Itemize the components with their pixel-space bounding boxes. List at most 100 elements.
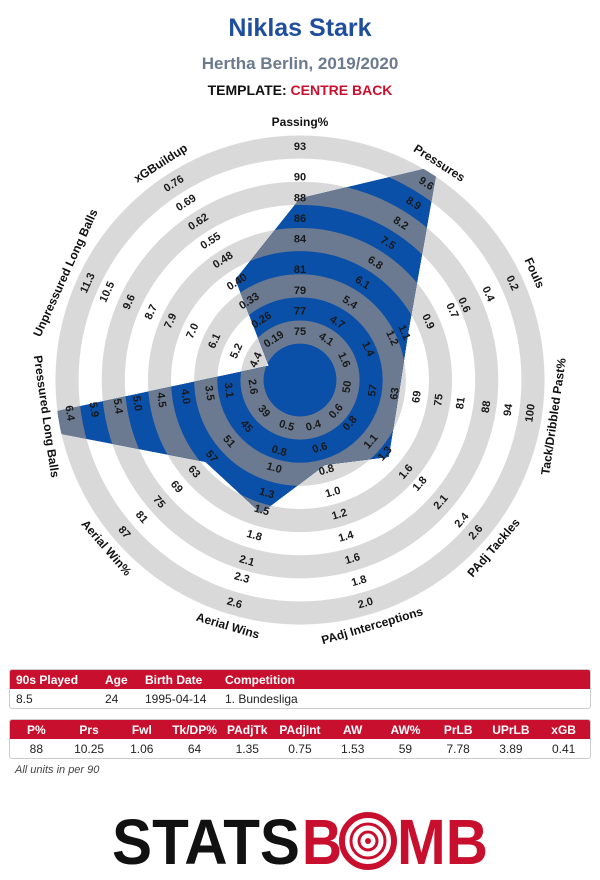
table-header: 90s Played Age Birth Date Competition <box>10 670 590 689</box>
tick-label: 6.1 <box>206 332 223 351</box>
table-row: 8.5 24 1995-04-14 1. Bundesliga <box>10 689 590 708</box>
header-cell: P% <box>27 723 46 737</box>
tick-label: 90 <box>294 172 306 184</box>
cell: 7.78 <box>446 742 470 756</box>
header-cell: Prs <box>79 723 99 737</box>
tick-label: 3.5 <box>202 385 216 402</box>
cell: 1.53 <box>341 742 365 756</box>
cell: 1995-04-14 <box>145 692 207 706</box>
tick-label: 0.8 <box>270 443 288 459</box>
tick-label: 9.6 <box>121 293 138 312</box>
tick-label: 63 <box>388 387 402 401</box>
tick-label: 94 <box>502 402 516 417</box>
tick-label: 0.8 <box>317 462 335 478</box>
tick-label: 2.6 <box>225 596 243 612</box>
tick-label: 84 <box>294 233 307 245</box>
header-cell: PAdjInt <box>279 723 321 737</box>
header-cell: PrLB <box>443 723 473 737</box>
tick-label: 75 <box>432 393 446 407</box>
table-row: 88 10.25 1.06 64 1.35 0.75 1.53 59 7.78 3.89 0.41 <box>10 739 590 758</box>
tick-label: 81 <box>294 264 306 276</box>
cell: 10.25 <box>74 742 105 756</box>
tick-label: 1.1 <box>395 323 412 342</box>
cell: 3.89 <box>499 742 523 756</box>
cell: 0.75 <box>288 742 312 756</box>
tick-label: 1.2 <box>383 329 400 348</box>
tick-label: 93 <box>294 141 306 153</box>
logo-target <box>339 812 397 870</box>
subtitle: Hertha Berlin, 2019/2020 <box>201 54 399 73</box>
tick-label: 5.4 <box>111 398 125 416</box>
tick-label: 77 <box>294 305 306 317</box>
logo-text: MB <box>397 806 488 876</box>
tick-label: 6.4 <box>62 405 76 423</box>
logo-text: STATS <box>112 806 300 876</box>
tick-label: 5.0 <box>130 395 144 412</box>
cell: 1.06 <box>130 742 154 756</box>
template-label: TEMPLATE: <box>207 82 287 98</box>
tick-label: 1.5 <box>253 503 271 519</box>
table-header: P% Prs Fwl Tk/DP% PAdjTk PAdjInt AW AW% PrLB UPrL… <box>10 720 590 739</box>
tick-label: 0.5 <box>277 418 295 434</box>
stats-table: P% Prs Fwl Tk/DP% PAdjTk PAdjInt AW AW% PrLB UPrL… <box>9 719 591 759</box>
header-cell: AW <box>343 723 363 737</box>
footnote: All units in per 90 <box>15 764 100 776</box>
header-cell: xGB <box>551 723 576 737</box>
tick-label: 1.4 <box>337 529 356 545</box>
tick-label: 2.0 <box>357 596 375 612</box>
header-cell: PAdjTk <box>227 723 268 737</box>
header-cell: 90s Played <box>16 673 79 687</box>
radar-chart: 757779818486889093Passing%4.14.75.46.16.… <box>30 115 569 647</box>
cell: 24 <box>105 692 119 706</box>
tick-label: 7.9 <box>162 312 179 331</box>
header-cell: Age <box>105 673 128 687</box>
header-cell: Fwl <box>131 723 152 737</box>
tick-label: 88 <box>480 400 494 414</box>
tick-label: 0.2 <box>503 274 520 293</box>
tick-label: 1.0 <box>324 485 342 501</box>
tick-label: 100 <box>523 403 537 423</box>
tick-label: 1.8 <box>350 573 368 589</box>
tick-label: 1.2 <box>331 507 349 523</box>
template: TEMPLATE: CENTRE BACK <box>0 82 600 98</box>
tick-label: 2.6 <box>246 378 260 395</box>
tick-label: 1.6 <box>344 551 362 567</box>
cell: 59 <box>398 742 413 756</box>
tick-label: 50 <box>341 380 355 394</box>
tick-label: 0.7 <box>443 301 460 320</box>
tick-label: 0.4 <box>304 418 323 434</box>
tick-label: 81 <box>454 396 468 410</box>
tick-label: 8.7 <box>143 303 160 322</box>
tick-label: 2.1 <box>238 553 256 569</box>
tick-label: 79 <box>294 285 306 297</box>
header-cell: UPrLB <box>492 723 530 737</box>
axis-label: Passing% <box>272 115 329 129</box>
tick-label: 1.3 <box>258 486 276 502</box>
tick-label: 3.1 <box>221 382 235 399</box>
header-cell: Tk/DP% <box>172 723 217 737</box>
header-cell: Competition <box>225 673 295 687</box>
cell: 64 <box>187 742 202 756</box>
template-value: CENTRE BACK <box>290 82 393 98</box>
ring <box>263 343 337 417</box>
tick-label: 1.8 <box>245 528 263 544</box>
tick-label: 4.0 <box>178 388 192 405</box>
header-cell: Birth Date <box>145 673 203 687</box>
tick-label: 5.2 <box>228 342 245 361</box>
logo-text: B <box>302 806 342 876</box>
tick-label: 0.6 <box>311 440 329 456</box>
title: Niklas Stark <box>228 14 372 42</box>
cell: 88 <box>29 742 44 756</box>
cell: 1. Bundesliga <box>225 692 298 706</box>
cell: 8.5 <box>16 692 33 706</box>
cell: 1.35 <box>235 742 259 756</box>
tick-label: 4.5 <box>154 392 168 409</box>
tick-label: 57 <box>366 384 380 398</box>
logo: STATS B MB <box>112 806 488 876</box>
header-cell: AW% <box>390 723 421 737</box>
tick-label: 86 <box>294 213 306 225</box>
info-table: 90s Played Age Birth Date Competition 8.5 24 1… <box>9 669 591 709</box>
tick-label: 0.9 <box>419 312 436 331</box>
tick-label: 69 <box>410 390 424 404</box>
